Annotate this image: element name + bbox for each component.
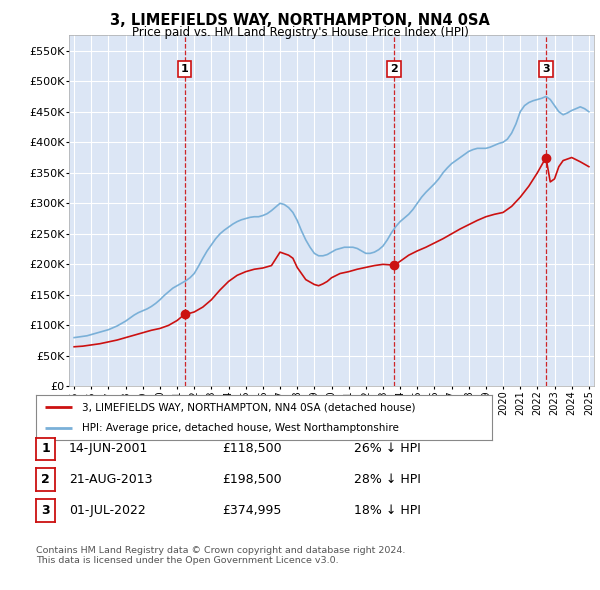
Text: £198,500: £198,500 — [222, 473, 281, 486]
Text: 28% ↓ HPI: 28% ↓ HPI — [354, 473, 421, 486]
Text: £118,500: £118,500 — [222, 442, 281, 455]
Text: 1: 1 — [41, 442, 50, 455]
Text: 18% ↓ HPI: 18% ↓ HPI — [354, 504, 421, 517]
Text: 01-JUL-2022: 01-JUL-2022 — [69, 504, 146, 517]
Text: 14-JUN-2001: 14-JUN-2001 — [69, 442, 148, 455]
Text: 3, LIMEFIELDS WAY, NORTHAMPTON, NN4 0SA: 3, LIMEFIELDS WAY, NORTHAMPTON, NN4 0SA — [110, 13, 490, 28]
Text: 2: 2 — [390, 64, 398, 74]
Text: 26% ↓ HPI: 26% ↓ HPI — [354, 442, 421, 455]
Text: 21-AUG-2013: 21-AUG-2013 — [69, 473, 152, 486]
Text: 3, LIMEFIELDS WAY, NORTHAMPTON, NN4 0SA (detached house): 3, LIMEFIELDS WAY, NORTHAMPTON, NN4 0SA … — [82, 402, 415, 412]
Text: Contains HM Land Registry data © Crown copyright and database right 2024.: Contains HM Land Registry data © Crown c… — [36, 546, 406, 555]
Text: 2: 2 — [41, 473, 50, 486]
Text: HPI: Average price, detached house, West Northamptonshire: HPI: Average price, detached house, West… — [82, 422, 398, 432]
Text: £374,995: £374,995 — [222, 504, 281, 517]
Text: 1: 1 — [181, 64, 188, 74]
Text: This data is licensed under the Open Government Licence v3.0.: This data is licensed under the Open Gov… — [36, 556, 338, 565]
Text: 3: 3 — [542, 64, 550, 74]
Text: Price paid vs. HM Land Registry's House Price Index (HPI): Price paid vs. HM Land Registry's House … — [131, 26, 469, 39]
Text: 3: 3 — [41, 504, 50, 517]
